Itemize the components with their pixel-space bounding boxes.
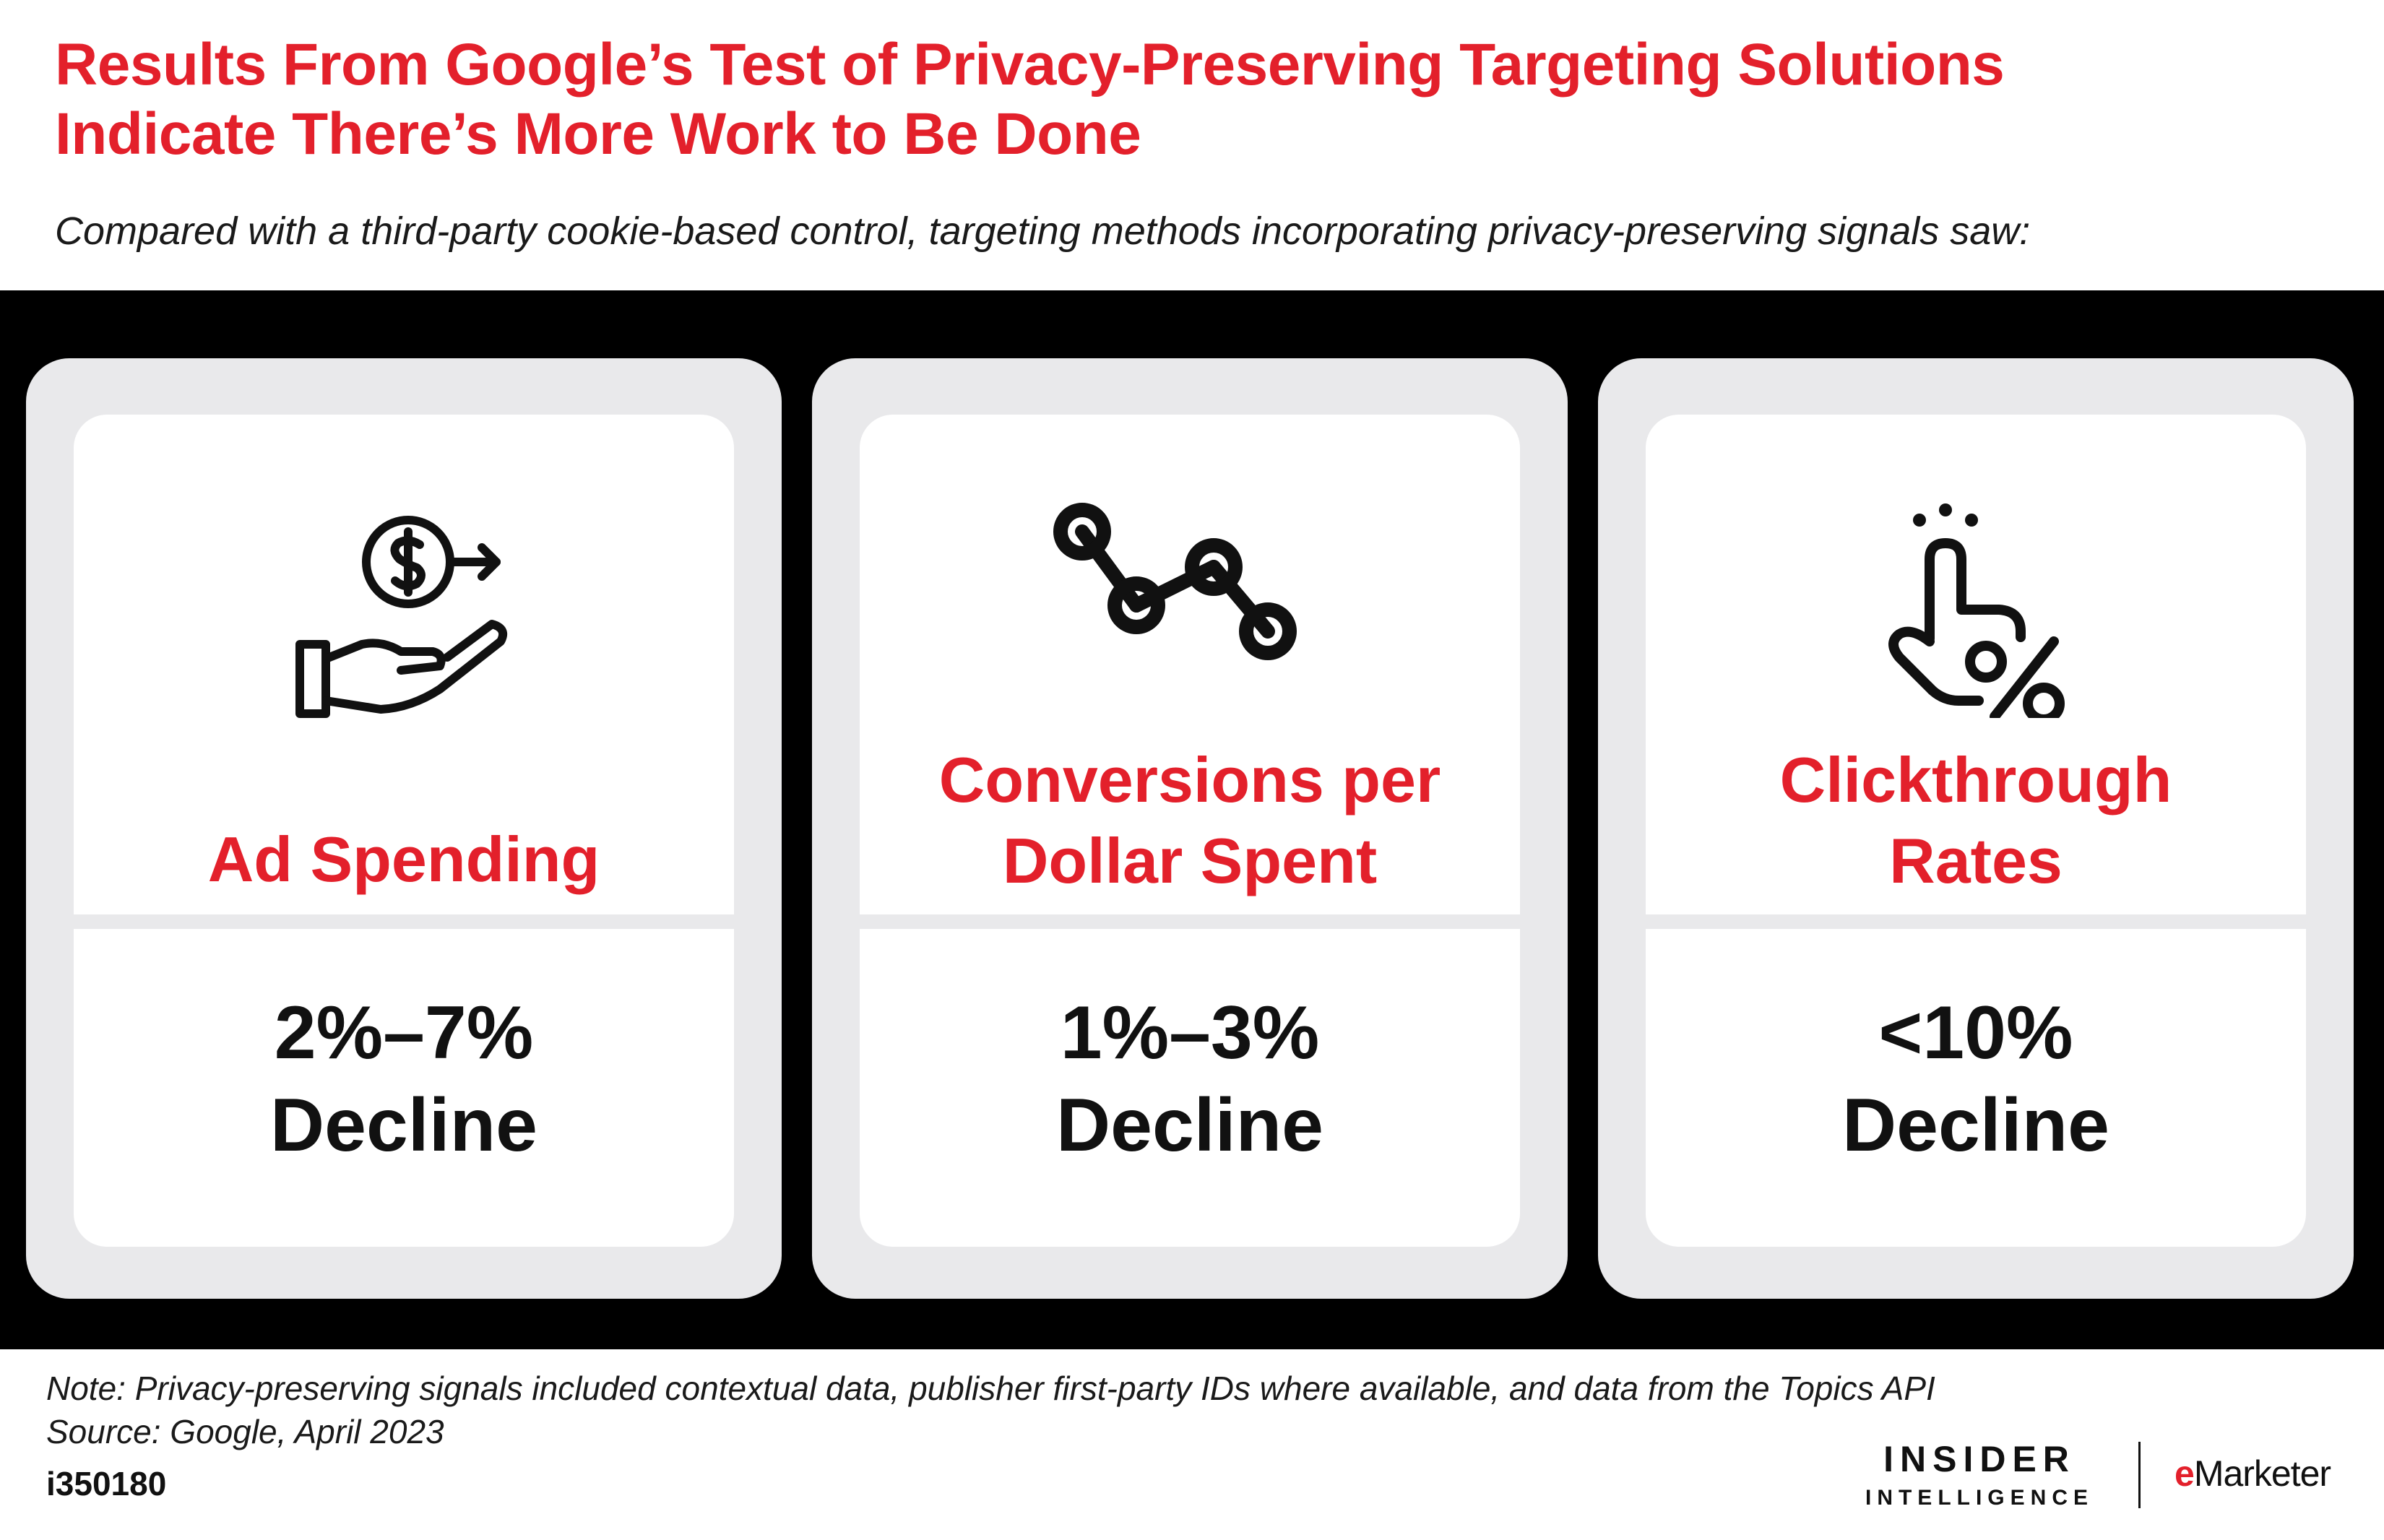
card-value: 2%–7% Decline <box>74 987 734 1172</box>
card-top-panel: Conversions per Dollar Spent <box>860 415 1520 914</box>
card-bottom-panel: 1%–3% Decline <box>860 929 1520 1247</box>
card-metric: Clickthrough Rates <box>1646 740 2306 901</box>
card-metric: Ad Spending <box>74 819 734 900</box>
card-top-panel: Ad Spending <box>74 415 734 914</box>
emarketer-logo: eMarketer <box>2174 1452 2331 1495</box>
card-value-line-1: <10% <box>1878 991 2073 1075</box>
card-conversions: Conversions per Dollar Spent 1%–3% Decli… <box>812 358 1568 1299</box>
card-ad-spending: Ad Spending 2%–7% Decline <box>26 358 782 1299</box>
title-line-2: Indicate There’s More Work to Be Done <box>55 101 1141 167</box>
card-metric-line-1: Ad Spending <box>207 823 600 895</box>
insider-intelligence-logo: INSIDER INTELLIGENCE <box>1849 1437 2109 1513</box>
logo-line-2: INTELLIGENCE <box>1865 1486 2094 1510</box>
card-value: 1%–3% Decline <box>860 987 1520 1172</box>
tap-percent-icon <box>1888 503 2065 718</box>
trend-line-down-icon <box>1053 503 1297 660</box>
card-metric: Conversions per Dollar Spent <box>860 740 1520 901</box>
footnote-source: Source: Google, April 2023 <box>46 1413 444 1450</box>
emarketer-logo-e: e <box>2174 1453 2195 1494</box>
title-line-1: Results From Google’s Test of Privacy-Pr… <box>55 32 2005 98</box>
card-top-panel: Clickthrough Rates <box>1646 415 2306 914</box>
card-bottom-panel: 2%–7% Decline <box>74 929 734 1247</box>
footnote-note: Note: Privacy-preserving signals include… <box>46 1370 1935 1407</box>
card-metric-line-1: Clickthrough <box>1779 744 2172 816</box>
money-hand-icon <box>295 516 507 718</box>
card-value-line-2: Decline <box>1842 1083 2109 1167</box>
logo-line-1: INSIDER <box>1883 1439 2076 1479</box>
card-metric-line-2: Dollar Spent <box>1002 825 1378 896</box>
card-value-line-1: 1%–3% <box>1060 991 1320 1075</box>
card-metric-line-1: Conversions per <box>938 744 1441 816</box>
page-subtitle: Compared with a third-party cookie-based… <box>55 209 2031 253</box>
card-bottom-panel: <10% Decline <box>1646 929 2306 1247</box>
emarketer-logo-rest: Marketer <box>2193 1453 2331 1494</box>
logo-divider <box>2138 1442 2141 1508</box>
card-value-line-2: Decline <box>1056 1083 1323 1167</box>
card-metric-line-2: Rates <box>1889 825 2063 896</box>
card-value: <10% Decline <box>1646 987 2306 1172</box>
card-value-line-1: 2%–7% <box>274 991 534 1075</box>
page-title: Results From Google’s Test of Privacy-Pr… <box>55 30 2331 169</box>
chart-id: i350180 <box>46 1465 167 1502</box>
card-clickthrough: Clickthrough Rates <10% Decline <box>1598 358 2354 1299</box>
card-value-line-2: Decline <box>270 1083 537 1167</box>
